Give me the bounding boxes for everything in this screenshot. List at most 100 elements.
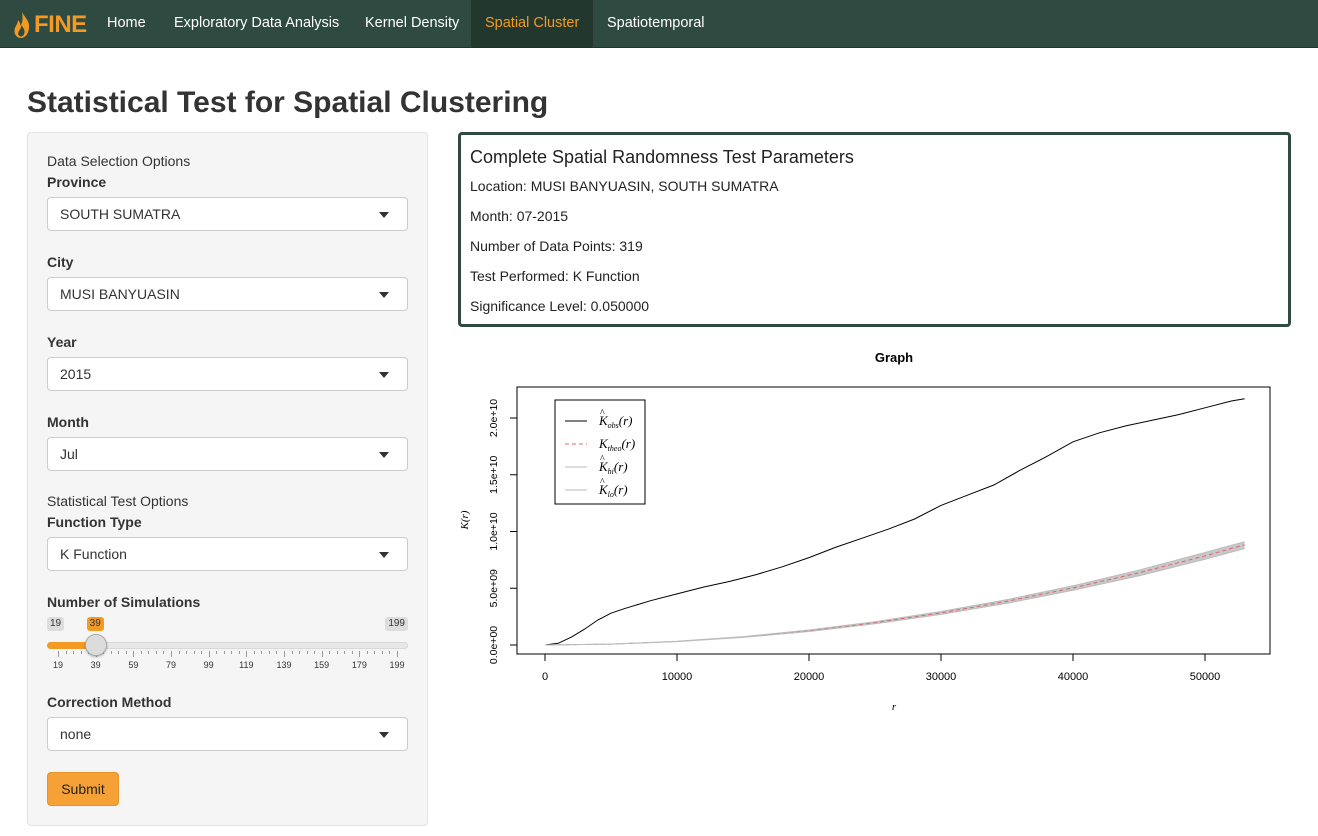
- y-axis-label: K(r): [459, 510, 471, 530]
- slider-minor-tick: [329, 651, 331, 654]
- envelope-band: [545, 541, 1245, 645]
- legend-label-lo: Klo(r): [598, 482, 628, 499]
- simulations-slider[interactable]: 19 199 39 19 39 59 79 99 119 139 159 179 199: [47, 617, 408, 677]
- nav-spatiotemporal[interactable]: Spatiotemporal: [607, 15, 705, 31]
- slider-value-badge: 39: [86, 617, 104, 631]
- slider-tick: [284, 651, 285, 657]
- slider-minor-tick: [231, 651, 233, 654]
- slider-min-badge: 19: [47, 617, 65, 631]
- param-location: Location: MUSI BANYUASIN, SOUTH SUMATRA: [470, 178, 779, 194]
- param-test-performed: Test Performed: K Function: [470, 268, 640, 284]
- slider-tick: [208, 651, 210, 657]
- slider-minor-tick: [276, 651, 278, 654]
- slider-minor-tick: [261, 651, 263, 654]
- province-select[interactable]: SOUTH SUMATRA: [47, 197, 408, 231]
- slider-minor-tick: [351, 651, 353, 654]
- series-line-hi: [544, 541, 1245, 646]
- test-parameters-panel: Complete Spatial Randomness Test Paramet…: [458, 132, 1291, 327]
- slider-fill: [47, 642, 96, 649]
- nav-exploratory-data-analysis[interactable]: Exploratory Data Analysis: [174, 15, 340, 31]
- city-select[interactable]: MUSI BANYUASIN: [47, 277, 408, 311]
- year-value: 2015: [60, 366, 92, 382]
- statistical-test-heading: Statistical Test Options: [47, 493, 189, 509]
- brand-name: FINE: [34, 11, 87, 38]
- chevron-down-icon: [379, 452, 389, 458]
- legend-hat-obs: ^: [600, 408, 605, 419]
- slider-tick: [321, 651, 323, 657]
- slider-minor-tick: [73, 651, 75, 654]
- legend-label-obs: Kobs(r): [598, 413, 633, 430]
- x-tick-label: 30000: [926, 671, 957, 683]
- slider-tick-label: 159: [314, 660, 330, 670]
- slider-minor-tick: [193, 651, 195, 654]
- y-tick-label: 1.5e+10: [488, 455, 500, 493]
- slider-handle[interactable]: [84, 634, 107, 656]
- legend-label-hi: Khi(r): [598, 459, 628, 476]
- slider-max-badge: 199: [385, 617, 408, 631]
- legend-box: [554, 399, 646, 505]
- x-tick-label: 0: [542, 671, 548, 683]
- param-significance: Significance Level: 0.050000: [470, 298, 650, 314]
- chevron-down-icon: [379, 732, 389, 738]
- slider-tick: [133, 651, 135, 657]
- slider-tick-label: 19: [52, 660, 64, 670]
- slider-minor-tick: [148, 651, 150, 654]
- slider-minor-tick: [65, 651, 67, 654]
- province-label: Province: [47, 174, 107, 190]
- data-selection-heading: Data Selection Options: [47, 153, 191, 169]
- slider-minor-tick: [186, 651, 188, 654]
- submit-button[interactable]: Submit: [47, 772, 119, 806]
- correction-method-label: Correction Method: [47, 694, 172, 710]
- slider-minor-tick: [253, 651, 255, 654]
- series-line-obs: [544, 398, 1245, 646]
- month-select[interactable]: Jul: [47, 437, 408, 471]
- x-tick-label: 10000: [662, 671, 693, 683]
- series-line-lo: [544, 548, 1245, 646]
- k-function-chart: Graph 0 10000 20000 30000 40000 50000 0.0e+00 5.…: [459, 350, 1271, 713]
- chevron-down-icon: [379, 372, 389, 378]
- flame-icon: [14, 12, 30, 38]
- function-type-select[interactable]: K Function: [47, 537, 408, 571]
- function-type-label: Function Type: [47, 514, 142, 530]
- legend-hat-hi: ^: [600, 454, 605, 465]
- slider-minor-tick: [140, 651, 142, 654]
- nav-spatial-cluster[interactable]: Spatial Cluster: [471, 0, 594, 47]
- slider-tick-label: 179: [351, 660, 367, 670]
- slider-tick: [171, 651, 172, 657]
- slider-tick-label: 199: [389, 660, 405, 670]
- chevron-down-icon: [379, 552, 389, 558]
- year-select[interactable]: 2015: [47, 357, 408, 391]
- slider-minor-tick: [223, 651, 225, 654]
- nav-home[interactable]: Home: [107, 15, 146, 31]
- navbar: FINE Home Exploratory Data Analysis Kern…: [0, 0, 1318, 48]
- province-value: SOUTH SUMATRA: [60, 206, 181, 222]
- slider-minor-tick: [238, 651, 240, 654]
- slider-minor-tick: [299, 651, 301, 654]
- slider-minor-tick: [163, 651, 165, 654]
- slider-minor-tick: [216, 651, 218, 654]
- slider-tick-label: 119: [239, 660, 254, 670]
- month-value: Jul: [60, 446, 78, 462]
- slider-minor-tick: [118, 651, 120, 654]
- slider-tick: [246, 651, 248, 657]
- function-type-value: K Function: [60, 546, 127, 562]
- chevron-down-icon: [379, 212, 389, 218]
- slider-tick: [58, 651, 59, 657]
- y-tick-label: 2.0e+10: [488, 399, 500, 437]
- correction-method-select[interactable]: none: [47, 717, 408, 751]
- page-title: Statistical Test for Spatial Clustering: [27, 86, 549, 119]
- slider-minor-tick: [374, 651, 376, 654]
- series-line-theo: [544, 544, 1245, 646]
- brand-logo[interactable]: FINE: [12, 10, 87, 40]
- slider-tick-label: 79: [165, 660, 177, 670]
- slider-minor-tick: [366, 651, 368, 654]
- slider-minor-tick: [336, 651, 338, 654]
- nav-kernel-density[interactable]: Kernel Density: [365, 15, 460, 31]
- slider-tick-label: 59: [128, 660, 139, 670]
- slider-minor-tick: [268, 651, 270, 654]
- y-tick-label: 5.0e+09: [488, 569, 500, 607]
- slider-minor-tick: [178, 651, 180, 654]
- slider-minor-tick: [110, 651, 112, 654]
- y-tick-label: 0.0e+00: [488, 626, 500, 664]
- legend-label-theo: Ktheo(r): [598, 436, 635, 453]
